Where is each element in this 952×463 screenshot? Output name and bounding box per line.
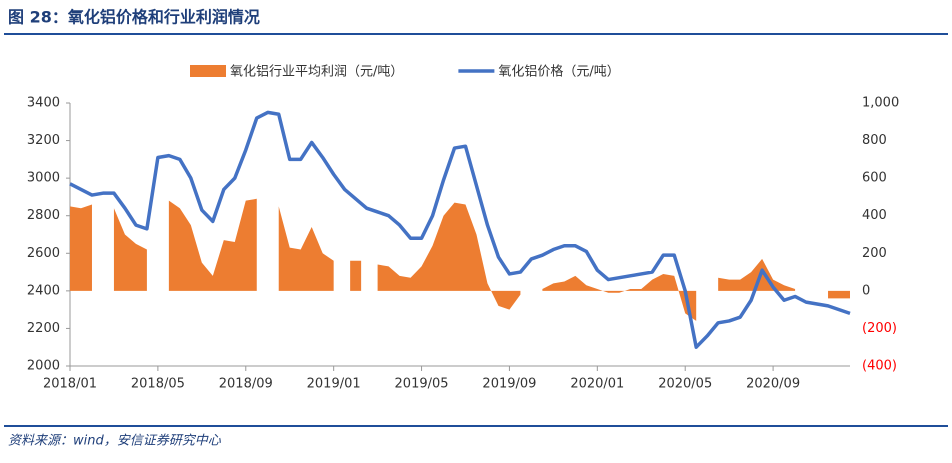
y2-tick-label: 400 xyxy=(862,208,887,223)
price-line xyxy=(69,110,851,349)
x-tick-label: 2019/09 xyxy=(482,377,536,392)
y2-tick-label: (200) xyxy=(862,321,897,336)
area-piece xyxy=(718,258,796,291)
legend-swatch xyxy=(190,65,226,77)
area-piece xyxy=(350,260,362,291)
area-piece xyxy=(377,202,521,310)
x-tick-label: 2019/05 xyxy=(395,377,449,392)
legend-label: 氧化铝价格（元/吨） xyxy=(498,64,619,80)
legend-label: 氧化铝行业平均利润（元/吨） xyxy=(230,65,403,80)
chart-title: 图 28：氧化铝价格和行业利润情况 xyxy=(8,8,260,27)
x-tick-label: 2020/05 xyxy=(658,377,712,392)
y2-tick-label: 0 xyxy=(862,283,870,298)
area-piece xyxy=(278,206,334,291)
area-piece xyxy=(542,273,697,321)
x-tick-label: 2018/01 xyxy=(43,377,97,392)
x-tick-label: 2019/01 xyxy=(307,377,361,392)
y2-tick-label: 1,000 xyxy=(862,96,899,111)
y2-tick-label: 200 xyxy=(862,246,887,261)
source-note: 资料来源：wind，安信证券研究中心 xyxy=(8,433,222,449)
area-piece xyxy=(168,198,257,291)
y-tick-label: 2200 xyxy=(27,321,60,336)
y-tick-label: 2000 xyxy=(27,359,60,374)
y-tick-label: 3200 xyxy=(27,133,60,148)
y-tick-label: 3000 xyxy=(27,171,60,186)
y-tick-label: 2600 xyxy=(27,246,60,261)
y-tick-label: 3400 xyxy=(27,96,60,111)
y2-tick-label: 600 xyxy=(862,171,887,186)
x-tick-label: 2018/05 xyxy=(131,377,185,392)
area-piece xyxy=(70,204,92,291)
area-piece xyxy=(113,208,147,291)
x-tick-label: 2018/09 xyxy=(219,377,273,392)
x-tick-label: 2020/01 xyxy=(570,377,624,392)
area-piece xyxy=(828,290,850,299)
y-tick-label: 2800 xyxy=(27,208,60,223)
y2-tick-label: 800 xyxy=(862,133,887,148)
x-tick-label: 2020/09 xyxy=(746,377,800,392)
y2-tick-label: (400) xyxy=(862,359,897,374)
y-tick-label: 2400 xyxy=(27,283,60,298)
